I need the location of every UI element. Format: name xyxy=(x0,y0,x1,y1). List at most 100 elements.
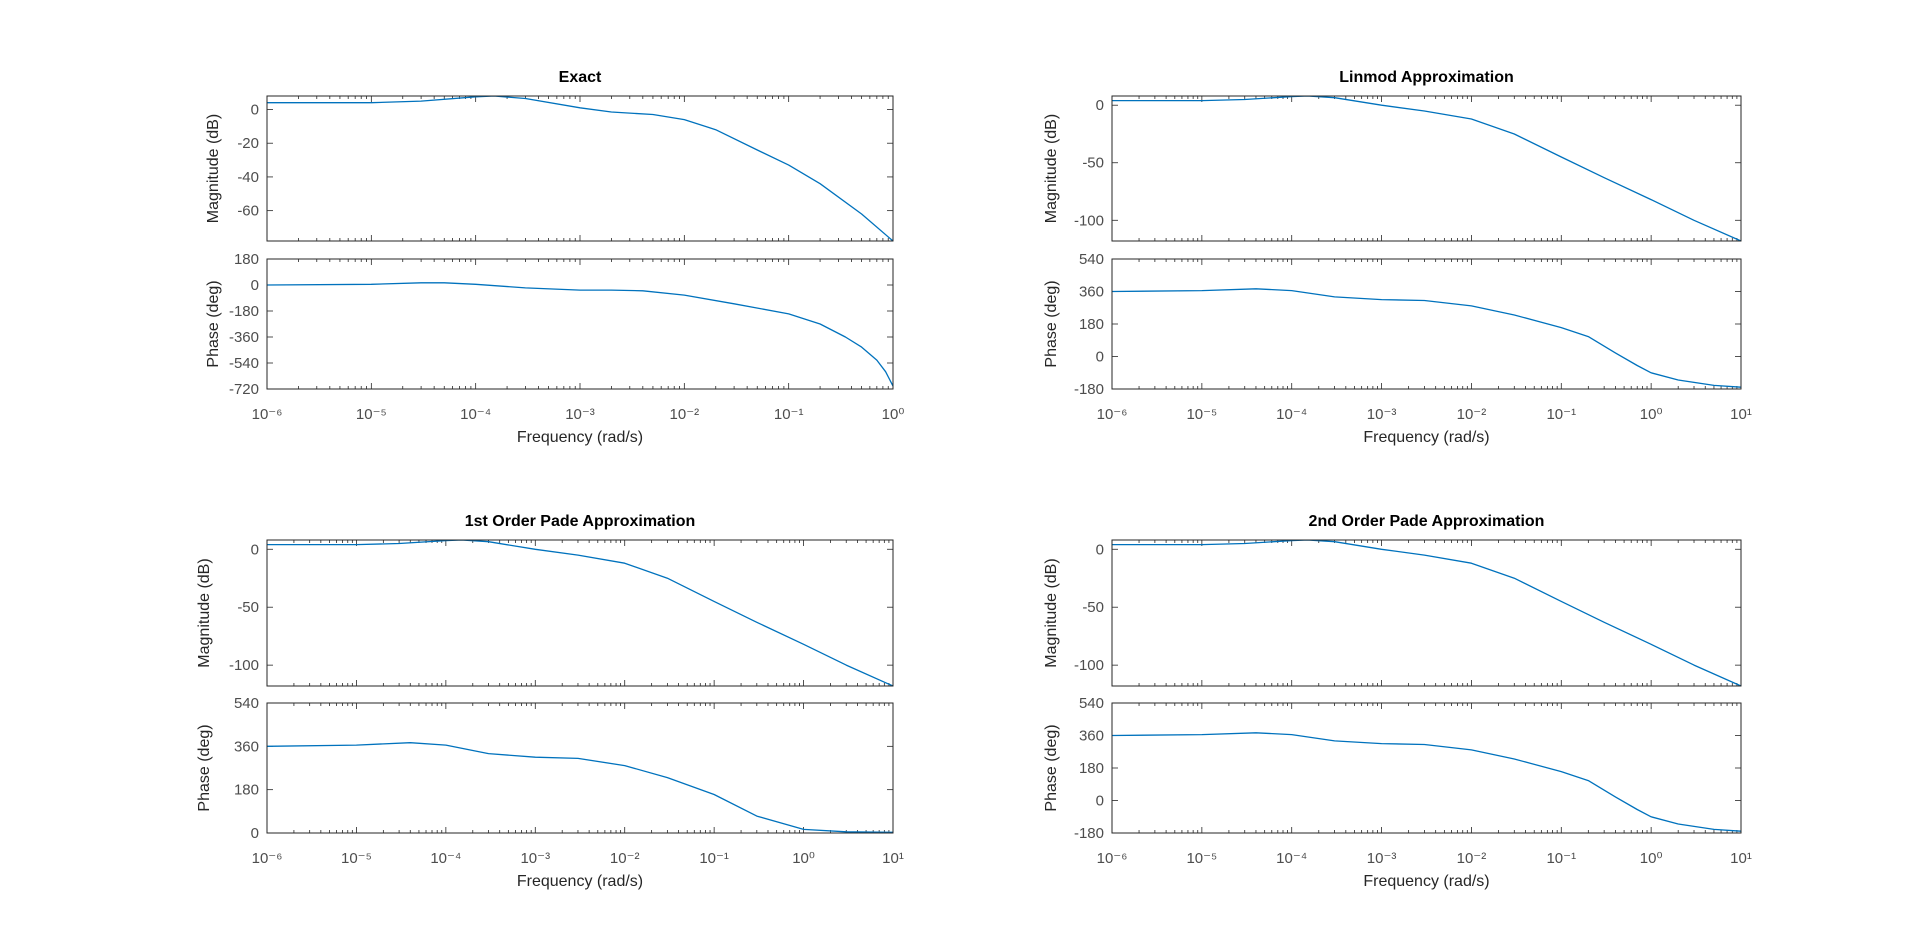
x-tick-label: 10¹ xyxy=(1730,406,1752,423)
plot-title-pade2: 2nd Order Pade Approximation xyxy=(1309,513,1545,530)
magnitude-pade2-axes-box xyxy=(1111,539,1742,687)
x-tick-label: 10⁻⁵ xyxy=(1186,406,1217,423)
y-tick-label: 0 xyxy=(251,825,259,842)
x-tick-label: 10⁻⁵ xyxy=(356,406,387,423)
y-tick-label: -720 xyxy=(229,381,259,398)
y-tick-label: 360 xyxy=(1079,728,1104,745)
magnitude-pade1-axes-box xyxy=(266,539,894,687)
x-tick-label: 10⁻¹ xyxy=(699,850,729,867)
x-tick-label: 10⁻⁴ xyxy=(430,850,461,867)
phase-pade2-y-axis-label: Phase (deg) xyxy=(1043,724,1060,811)
x-tick-label: 10⁻⁴ xyxy=(1276,850,1307,867)
y-tick-label: -180 xyxy=(1074,825,1104,842)
bode-plot-pade1: 1st Order Pade Approximation 0 -50 -100 Magn… xyxy=(196,513,904,890)
y-tick-label: 360 xyxy=(234,738,259,755)
magnitude-pade2-y-axis-label: Magnitude (dB) xyxy=(1043,558,1060,667)
phase-linmod-series-line xyxy=(1112,288,1741,388)
y-tick-label: 0 xyxy=(251,101,259,118)
phase-exact-axes-box xyxy=(266,258,894,390)
y-tick-label: -50 xyxy=(1082,155,1104,172)
phase-pade2-axes-box xyxy=(1111,702,1742,834)
x-tick-label: 10⁻³ xyxy=(1367,850,1397,867)
magnitude-exact-series-line xyxy=(267,96,893,241)
y-tick-label: -360 xyxy=(229,329,259,346)
x-tick-label: 10⁻¹ xyxy=(1546,850,1576,867)
magnitude-exact-y-axis-label: Magnitude (dB) xyxy=(205,114,222,223)
bode-plot-pade2: 2nd Order Pade Approximation 0 -50 -100 Magn… xyxy=(1043,513,1752,890)
x-tick-label: 10⁻⁴ xyxy=(460,406,491,423)
phase-pade1-axes-box xyxy=(266,702,894,834)
phase-pade2-series-line xyxy=(1112,732,1741,832)
y-tick-label: 0 xyxy=(251,541,259,558)
y-tick-label: 0 xyxy=(1096,97,1104,114)
x-tick-label: 10⁰ xyxy=(1640,406,1663,423)
x-axis-label-pade1: Frequency (rad/s) xyxy=(517,873,643,890)
bode-plot-linmod: Linmod Approximation 0 -50 -100 Magnitude (d… xyxy=(1043,69,1752,446)
y-tick-label: -20 xyxy=(237,135,259,152)
y-tick-label: 180 xyxy=(234,251,259,268)
x-axis-label-linmod: Frequency (rad/s) xyxy=(1363,429,1489,446)
magnitude-linmod-series-line xyxy=(1112,96,1741,241)
x-tick-label: 10¹ xyxy=(882,850,904,867)
x-tick-label: 10⁰ xyxy=(1640,850,1663,867)
x-tick-label: 10⁻² xyxy=(610,850,640,867)
y-tick-label: 180 xyxy=(234,782,259,799)
x-tick-label: 10⁻⁶ xyxy=(1097,406,1128,423)
magnitude-exact-axes-box xyxy=(266,95,894,242)
y-tick-label: -40 xyxy=(237,169,259,186)
magnitude-pade1-y-axis-label: Magnitude (dB) xyxy=(196,558,213,667)
x-tick-label: 10⁻⁶ xyxy=(252,850,283,867)
y-tick-label: 180 xyxy=(1079,760,1104,777)
bode-plot-exact: Exact 0 -20 -40 -60 Magnitude (dB) 10⁻⁶ 10⁻⁵ 10⁻… xyxy=(205,69,904,446)
y-tick-label: -180 xyxy=(229,303,259,320)
x-tick-label: 10⁻² xyxy=(1457,406,1487,423)
x-tick-label: 10⁻¹ xyxy=(1546,406,1576,423)
phase-pade1-series-line xyxy=(267,742,893,833)
magnitude-axes-exact: 0 -20 -40 -60 Magnitude (dB) xyxy=(205,95,894,242)
y-tick-label: 540 xyxy=(1079,251,1104,268)
magnitude-pade2-series-line xyxy=(1112,540,1741,686)
phase-linmod-axes-box xyxy=(1111,258,1742,390)
y-tick-label: 0 xyxy=(1096,793,1104,810)
x-tick-label: 10⁻⁶ xyxy=(252,406,283,423)
phase-linmod-y-axis-label: Phase (deg) xyxy=(1043,280,1060,367)
x-tick-label: 10⁰ xyxy=(882,406,905,423)
phase-axes-pade2: 10⁻⁶ 10⁻⁵ 10⁻⁴ 10⁻³ 10⁻² 10⁻¹ 10⁰ 10¹ 540 360 180 0… xyxy=(1043,695,1752,867)
y-tick-label: -50 xyxy=(237,599,259,616)
magnitude-linmod-axes-box xyxy=(1111,95,1742,242)
x-axis-label-exact: Frequency (rad/s) xyxy=(517,429,643,446)
x-tick-label: 10⁻³ xyxy=(565,406,595,423)
magnitude-axes-pade2: 0 -50 -100 Magnitude (dB) xyxy=(1043,539,1742,687)
phase-pade1-y-axis-label: Phase (deg) xyxy=(196,724,213,811)
y-tick-label: -180 xyxy=(1074,381,1104,398)
x-tick-label: 10⁻⁵ xyxy=(341,850,372,867)
x-tick-label: 10¹ xyxy=(1730,850,1752,867)
x-tick-label: 10⁻⁴ xyxy=(1276,406,1307,423)
x-tick-label: 10⁻¹ xyxy=(774,406,804,423)
x-tick-label: 10⁰ xyxy=(792,850,815,867)
x-tick-label: 10⁻³ xyxy=(520,850,550,867)
y-tick-label: 540 xyxy=(234,695,259,712)
x-tick-label: 10⁻² xyxy=(1457,850,1487,867)
x-tick-label: 10⁻⁶ xyxy=(1097,850,1128,867)
y-tick-label: -100 xyxy=(229,657,259,674)
phase-exact-series-line xyxy=(267,282,893,387)
y-tick-label: -60 xyxy=(237,203,259,220)
plot-title-pade1: 1st Order Pade Approximation xyxy=(465,513,696,530)
magnitude-pade1-series-line xyxy=(267,540,893,686)
y-tick-label: 540 xyxy=(1079,695,1104,712)
phase-axes-pade1: 10⁻⁶ 10⁻⁵ 10⁻⁴ 10⁻³ 10⁻² 10⁻¹ 10⁰ 10¹ 540 360 180 0… xyxy=(196,695,904,867)
plot-title-linmod: Linmod Approximation xyxy=(1339,69,1514,86)
y-tick-label: -100 xyxy=(1074,212,1104,229)
x-tick-label: 10⁻² xyxy=(670,406,700,423)
y-tick-label: 180 xyxy=(1079,316,1104,333)
x-tick-label: 10⁻⁵ xyxy=(1186,850,1217,867)
phase-axes-linmod: 10⁻⁶ 10⁻⁵ 10⁻⁴ 10⁻³ 10⁻² 10⁻¹ 10⁰ 10¹ 540 360 180 0… xyxy=(1043,251,1752,423)
x-tick-label: 10⁻³ xyxy=(1367,406,1397,423)
magnitude-axes-pade1: 0 -50 -100 Magnitude (dB) xyxy=(196,539,894,687)
plot-title-exact: Exact xyxy=(559,69,602,86)
magnitude-linmod-y-axis-label: Magnitude (dB) xyxy=(1043,114,1060,223)
x-axis-label-pade2: Frequency (rad/s) xyxy=(1363,873,1489,890)
